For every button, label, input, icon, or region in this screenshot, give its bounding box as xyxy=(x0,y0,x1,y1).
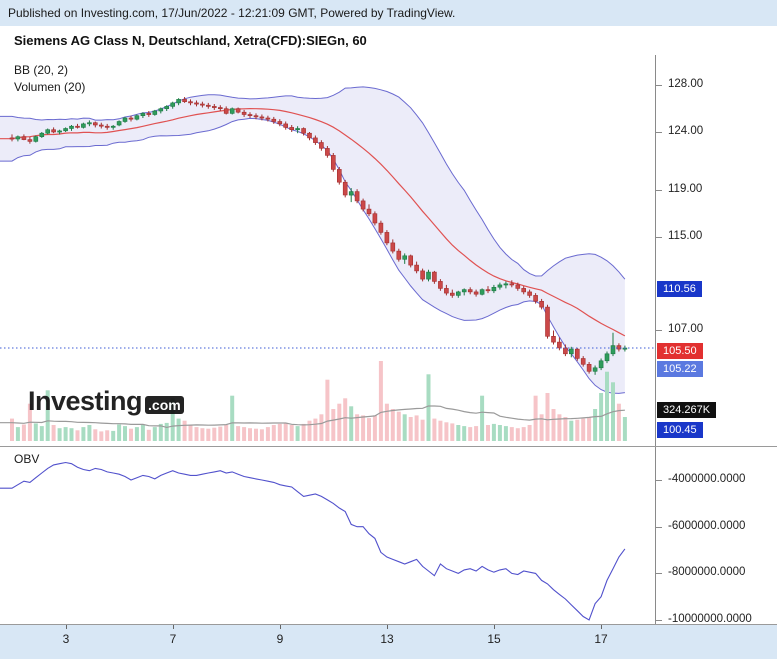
obv-axis-label: -10000000.0000 xyxy=(668,613,752,625)
price-badge: 100.45 xyxy=(657,422,703,438)
price-axis-label: 128.00 xyxy=(668,78,704,90)
price-badge: 110.56 xyxy=(657,281,702,297)
header-strip: Published on Investing.com, 17/Jun/2022 … xyxy=(0,0,777,26)
time-axis-label: 17 xyxy=(594,632,608,646)
price-badge: 324.267K xyxy=(657,402,717,418)
time-axis-tick xyxy=(494,625,495,629)
time-axis-tick xyxy=(66,625,67,629)
obv-indicator-label: OBV xyxy=(14,452,40,466)
price-axis-label: 115.00 xyxy=(668,230,703,242)
time-axis-label: 7 xyxy=(169,632,177,646)
header-text: Published on Investing.com, 17/Jun/2022 … xyxy=(8,6,456,20)
time-axis-label: 13 xyxy=(380,632,394,646)
time-axis-tick xyxy=(601,625,602,629)
price-axis-label: 107.00 xyxy=(668,323,704,335)
obv-axis-label: -6000000.0000 xyxy=(668,520,746,532)
obv-axis-tick xyxy=(656,480,662,481)
price-axis-tick xyxy=(656,190,662,191)
watermark-text: Investing xyxy=(28,386,143,416)
price-axis-label: 119.00 xyxy=(668,183,703,195)
obv-axis[interactable]: -4000000.0000 -6000000.0000 -8000000.0000 -… xyxy=(655,447,777,625)
price-badge: 105.22 xyxy=(657,361,703,377)
pane-separator xyxy=(0,446,777,447)
title-row: Siemens AG Class N, Deutschland, Xetra(C… xyxy=(0,26,777,55)
price-axis[interactable]: 128.00 124.00 119.00 115.00 107.00 110.56 105.… xyxy=(655,55,777,446)
time-axis-label: 3 xyxy=(62,632,70,646)
time-axis-tick xyxy=(280,625,281,629)
chart-title: Siemens AG Class N, Deutschland, Xetra(C… xyxy=(14,33,367,48)
time-axis-tick xyxy=(173,625,174,629)
watermark-com-badge: .com xyxy=(145,396,184,414)
obv-axis-label: -4000000.0000 xyxy=(668,473,746,485)
price-axis-label: 124.00 xyxy=(668,125,704,137)
obv-axis-tick xyxy=(656,573,662,574)
obv-axis-tick xyxy=(656,620,662,621)
price-axis-tick xyxy=(656,132,662,133)
bottom-separator xyxy=(0,624,777,625)
obv-axis-tick xyxy=(656,527,662,528)
volume-indicator-label: Volumen (20) xyxy=(14,80,86,94)
time-axis[interactable]: 3 7 9 13 15 17 xyxy=(0,625,777,659)
obv-pane[interactable] xyxy=(0,447,655,624)
price-axis-tick xyxy=(656,85,662,86)
price-axis-tick xyxy=(656,330,662,331)
obv-axis-label: -8000000.0000 xyxy=(668,566,746,578)
time-axis-label: 9 xyxy=(276,632,284,646)
time-axis-tick xyxy=(387,625,388,629)
price-badge: 105.50 xyxy=(657,343,703,359)
main-price-pane[interactable] xyxy=(0,55,655,446)
bb-indicator-label: BB (20, 2) xyxy=(14,63,69,77)
investing-watermark: Investing .com xyxy=(28,386,184,417)
time-axis-label: 15 xyxy=(487,632,501,646)
price-axis-tick xyxy=(656,237,662,238)
